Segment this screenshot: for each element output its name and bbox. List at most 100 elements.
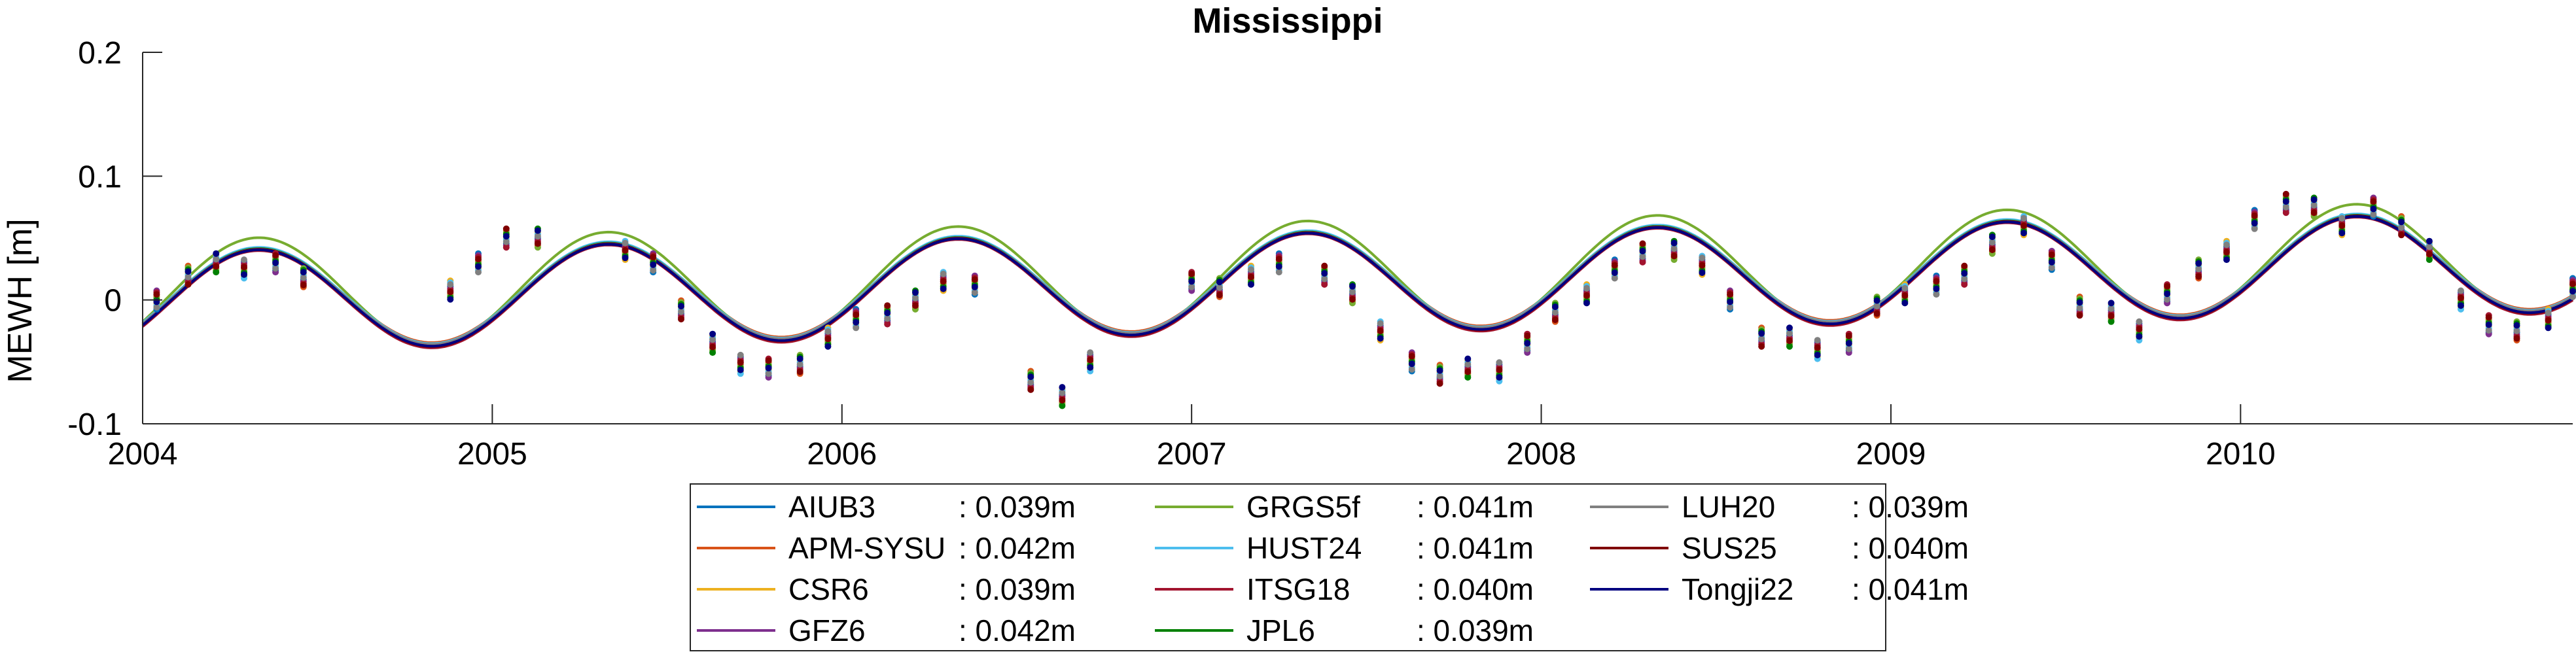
data-point (1988, 239, 1996, 246)
data-point (1188, 270, 1195, 277)
data-point (1496, 366, 1503, 373)
data-point (2282, 203, 2289, 211)
data-point (213, 269, 220, 276)
data-point (1321, 275, 1328, 283)
data-point (1464, 355, 1472, 362)
data-point (1408, 353, 1415, 360)
data-point (2398, 224, 2405, 231)
legend-label: GFZ6 (788, 613, 866, 647)
data-point (2426, 237, 2433, 245)
y-tick-label: -0.1 (67, 407, 122, 442)
data-point (853, 311, 860, 318)
legend-value: : 0.042m (959, 613, 1076, 647)
data-point (1496, 359, 1503, 366)
data-point (2020, 230, 2027, 237)
legend-value: : 0.039m (1852, 490, 1969, 524)
data-point (622, 254, 629, 262)
data-point (1639, 247, 1646, 254)
data-point (534, 233, 541, 240)
data-point (1727, 291, 1734, 298)
data-point (213, 250, 220, 257)
data-point (1758, 336, 1765, 343)
data-point (2136, 333, 2143, 340)
data-point (2048, 251, 2055, 258)
data-point (1275, 256, 1282, 263)
data-point (213, 256, 220, 263)
data-point (1436, 380, 1443, 387)
data-point (737, 359, 744, 366)
data-point (2458, 287, 2464, 294)
data-point (2223, 249, 2230, 256)
data-point (1670, 239, 1678, 247)
data-point (447, 281, 454, 288)
data-point (678, 303, 684, 310)
data-point (1059, 384, 1066, 391)
data-point (709, 330, 716, 337)
data-point (2370, 205, 2377, 213)
data-point (1670, 245, 1678, 252)
data-point (1188, 283, 1195, 290)
data-point (1670, 252, 1678, 260)
data-point (1611, 262, 1618, 269)
data-point (1524, 332, 1531, 339)
data-point (2282, 209, 2289, 216)
data-point (1583, 284, 1590, 292)
data-point (2164, 290, 2171, 298)
series-lines (141, 203, 2574, 349)
data-point (824, 343, 832, 350)
data-point (1814, 351, 1821, 358)
data-point (1464, 368, 1472, 375)
data-point (2545, 324, 2552, 332)
data-point (1188, 278, 1195, 285)
data-point (2458, 294, 2464, 301)
data-point (2223, 241, 2230, 249)
data-point (2195, 260, 2202, 267)
data-point (241, 256, 247, 264)
data-point (853, 324, 860, 332)
data-point (2048, 264, 2055, 271)
data-point (1349, 288, 1356, 296)
data-point (678, 308, 684, 315)
data-point (534, 227, 541, 234)
data-point (2136, 326, 2143, 333)
data-point (503, 225, 510, 232)
data-point (1524, 345, 1531, 353)
data-point (1786, 324, 1793, 332)
data-point (1583, 292, 1590, 299)
data-point (503, 233, 510, 240)
data-point (272, 252, 279, 259)
legend-value: : 0.039m (959, 572, 1076, 606)
data-point (2108, 305, 2115, 312)
data-point (1988, 247, 1996, 253)
data-point (1059, 397, 1066, 404)
data-point (2426, 256, 2433, 264)
data-point (300, 281, 307, 288)
y-tick-label: 0 (104, 284, 122, 318)
data-point (1275, 263, 1282, 270)
data-point (1087, 349, 1094, 356)
data-point (1845, 339, 1852, 347)
legend-box (690, 483, 1886, 651)
data-point (2076, 299, 2083, 306)
data-point (1436, 367, 1443, 374)
data-point (2338, 215, 2346, 222)
data-point (2076, 305, 2083, 311)
data-point (185, 281, 192, 288)
data-point (1611, 275, 1618, 282)
data-point (1758, 330, 1765, 337)
data-point (272, 265, 279, 272)
data-point (300, 269, 307, 276)
data-point (824, 328, 832, 335)
data-point (1639, 240, 1646, 247)
data-point (940, 278, 947, 285)
data-point (1464, 361, 1472, 368)
data-point (884, 302, 891, 309)
data-point (1901, 292, 1909, 299)
data-point (2251, 225, 2258, 232)
legend-label: ITSG18 (1246, 572, 1350, 606)
data-point (1059, 389, 1066, 396)
legend-value: : 0.042m (959, 531, 1076, 565)
data-point (912, 302, 919, 309)
legend-label: APM-SYSU (788, 531, 945, 565)
data-point (1961, 275, 1968, 283)
